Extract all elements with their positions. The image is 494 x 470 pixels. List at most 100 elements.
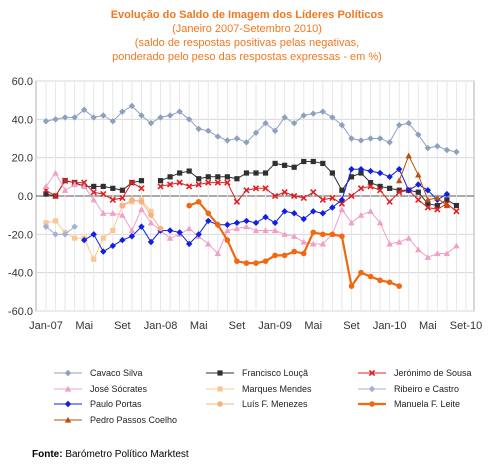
- legend-marker: [64, 385, 72, 392]
- data-point: [61, 114, 69, 121]
- data-point: [128, 227, 136, 234]
- data-point: [205, 127, 212, 135]
- data-point: [262, 185, 269, 192]
- data-point: [234, 258, 240, 264]
- data-point: [166, 227, 174, 234]
- data-point: [52, 218, 59, 224]
- data-point: [100, 248, 107, 255]
- data-point: [367, 273, 374, 280]
- data-point: [272, 160, 278, 167]
- data-point: [376, 187, 384, 194]
- data-point: [224, 237, 231, 243]
- data-point: [90, 231, 97, 238]
- data-point: [291, 192, 298, 200]
- data-point: [185, 240, 193, 248]
- series-cavaco-silva: [42, 102, 460, 156]
- data-point: [157, 178, 164, 184]
- data-point: [71, 181, 78, 188]
- x-tick-label: Set: [229, 320, 246, 332]
- data-point: [453, 202, 460, 209]
- data-point: [395, 238, 403, 245]
- data-point: [205, 174, 211, 180]
- legend-marker: [64, 369, 72, 377]
- data-point: [376, 169, 384, 177]
- data-point: [262, 119, 269, 127]
- data-point: [252, 219, 260, 227]
- data-point: [310, 208, 317, 215]
- data-point: [329, 170, 335, 176]
- data-point: [148, 212, 154, 218]
- data-point: [52, 169, 59, 176]
- data-point: [320, 231, 326, 238]
- data-point: [52, 231, 59, 238]
- data-point: [195, 181, 202, 188]
- data-point: [61, 231, 69, 238]
- data-point: [310, 110, 317, 117]
- data-point: [100, 190, 107, 198]
- data-point: [128, 102, 136, 110]
- data-point: [205, 217, 212, 225]
- data-point: [214, 250, 222, 257]
- data-point: [434, 202, 440, 209]
- data-point: [138, 112, 145, 119]
- series-jose-socrates: [42, 169, 460, 260]
- data-point: [157, 114, 164, 121]
- data-point: [386, 240, 393, 247]
- data-point: [271, 219, 279, 227]
- data-point: [395, 177, 403, 184]
- data-point: [357, 185, 365, 192]
- data-point: [71, 223, 78, 230]
- data-point: [215, 221, 221, 228]
- x-tick-label: Mai: [419, 320, 437, 332]
- data-point: [205, 240, 212, 247]
- data-point: [100, 183, 106, 190]
- data-point: [243, 139, 250, 146]
- data-point: [80, 106, 88, 113]
- data-point: [367, 183, 374, 190]
- data-point: [110, 185, 116, 191]
- data-point: [176, 179, 183, 186]
- data-point: [253, 260, 259, 266]
- data-point: [405, 234, 412, 241]
- data-point: [90, 189, 97, 196]
- legend-swatch: [206, 385, 234, 392]
- chart-subtitle-note-2: ponderado pelo peso das respostas expres…: [112, 51, 382, 63]
- data-point: [186, 202, 192, 209]
- data-point: [186, 183, 193, 190]
- data-point: [405, 152, 412, 159]
- data-point: [224, 174, 230, 180]
- data-point: [386, 173, 393, 181]
- data-point: [61, 177, 69, 184]
- data-point: [61, 187, 69, 193]
- data-point: [434, 206, 441, 213]
- data-point: [357, 211, 365, 218]
- data-point: [195, 125, 202, 133]
- y-tick-label: 0.0: [18, 191, 33, 203]
- data-point: [128, 233, 136, 240]
- data-point: [243, 217, 250, 225]
- data-point: [119, 236, 126, 244]
- data-point: [252, 227, 260, 234]
- legend-label: Luís F. Menezes: [242, 399, 308, 409]
- data-point: [396, 187, 402, 193]
- x-tick-label: Jan-07: [29, 320, 63, 332]
- data-point: [348, 135, 355, 142]
- data-point: [166, 181, 174, 188]
- data-point: [395, 165, 403, 173]
- legend-swatch: [206, 401, 234, 407]
- legend-label: José Sócrates: [90, 383, 148, 394]
- data-point: [252, 129, 260, 136]
- legend-marker: [217, 370, 223, 376]
- data-point: [443, 146, 451, 154]
- data-point: [147, 238, 155, 246]
- data-point: [185, 225, 193, 232]
- x-tick-label: Jan-10: [373, 320, 407, 332]
- data-point: [291, 164, 297, 170]
- data-point: [271, 192, 279, 200]
- series-line: [45, 226, 75, 235]
- data-point: [243, 260, 250, 266]
- legend-swatch: [358, 385, 386, 392]
- series-manuela-f-leite: [186, 198, 402, 289]
- data-point: [396, 189, 403, 196]
